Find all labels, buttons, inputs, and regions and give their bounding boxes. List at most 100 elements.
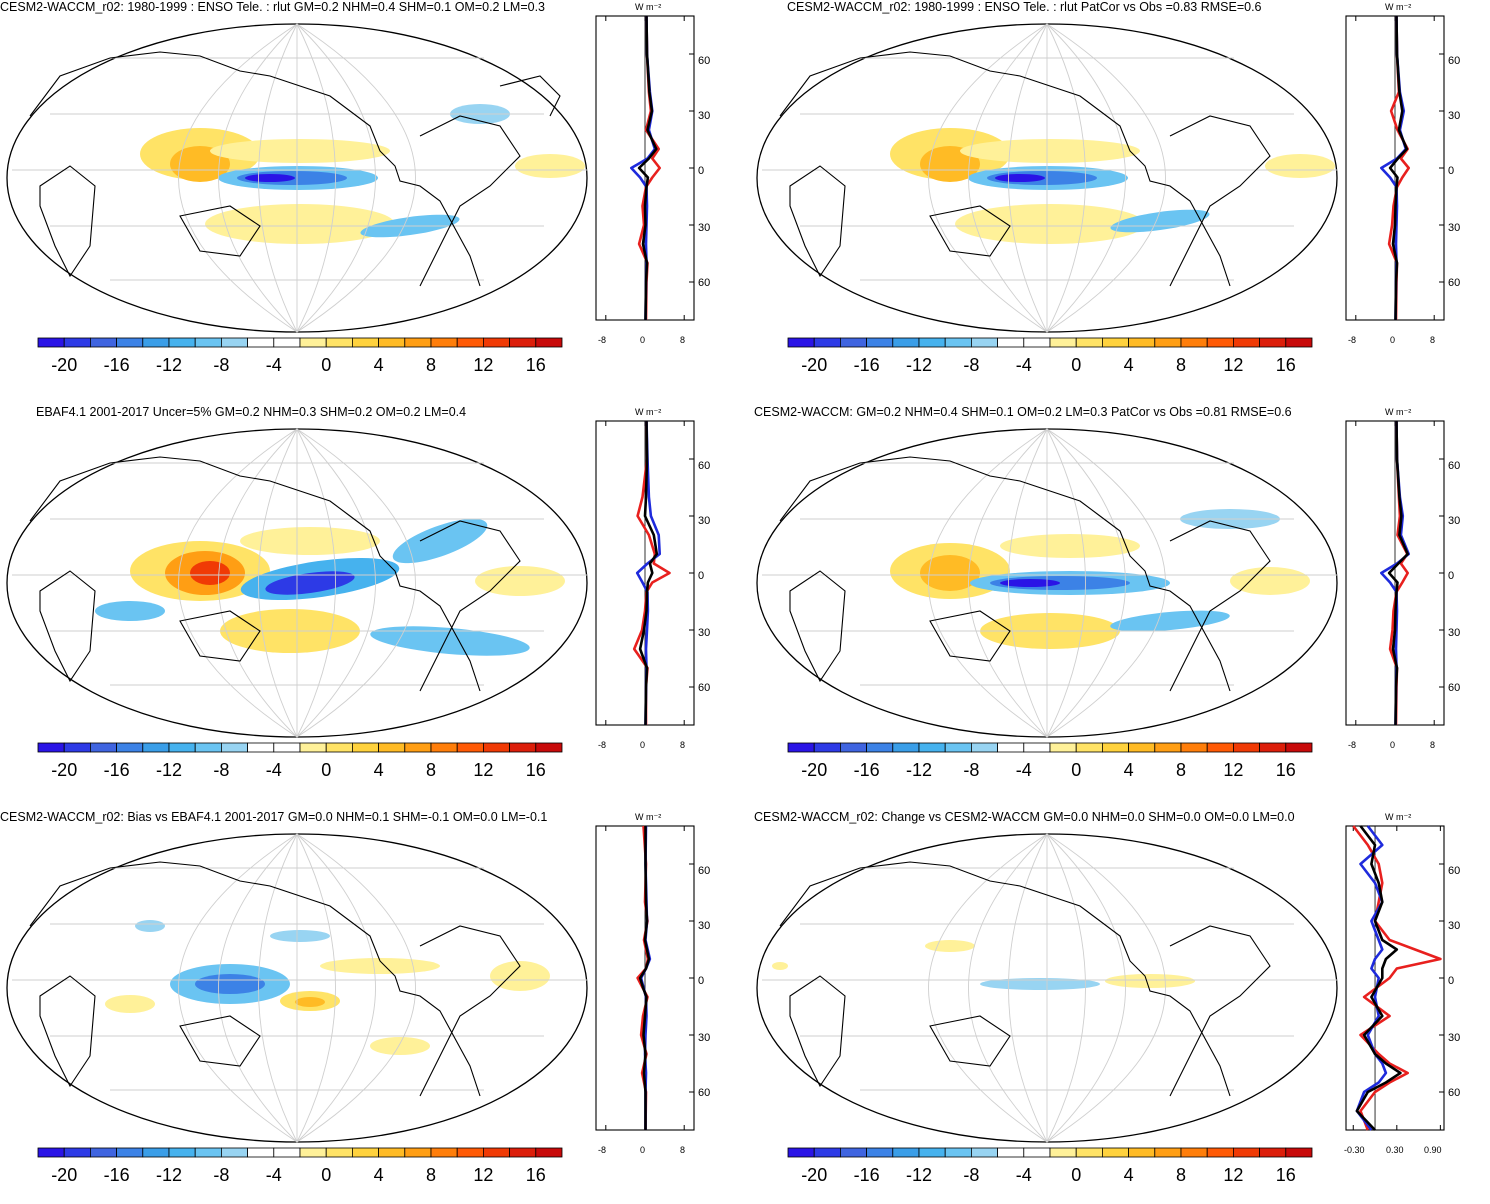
colorbar-label: -16 <box>104 760 130 780</box>
colorbar-swatch <box>892 742 920 753</box>
svg-text:60N: 60N <box>698 55 710 67</box>
colorbar-label: 0 <box>321 355 331 375</box>
x-tick-labels: -0.30 0.30 0.90 <box>1344 1145 1442 1155</box>
colorbar-label: -12 <box>906 760 932 780</box>
colorbar-label: -16 <box>104 1165 130 1185</box>
svg-text:8: 8 <box>1430 740 1435 750</box>
coastlines <box>29 51 561 287</box>
panel-title: CESM2-WACCM_r02: 1980-1999 : ENSO Tele. … <box>0 0 546 14</box>
svg-text:60N: 60N <box>698 865 710 877</box>
colorbar-swatch <box>1206 742 1234 753</box>
colorbar-swatch <box>1128 1147 1156 1158</box>
colorbar-label: 12 <box>473 1165 493 1185</box>
colorbar-swatch <box>944 337 972 348</box>
colorbar-swatch <box>866 337 894 348</box>
colorbar-swatch <box>813 337 841 348</box>
coastlines <box>779 456 1271 692</box>
colorbar: -20-16-12-8-4048121620 <box>787 1147 1313 1185</box>
colorbar-swatch <box>1154 1147 1182 1158</box>
colorbar-swatch <box>90 337 118 348</box>
x-tick-labels: -8 0 8 <box>598 1145 685 1155</box>
svg-text:60S: 60S <box>1448 682 1460 694</box>
colorbar-label: -4 <box>266 1165 282 1185</box>
svg-text:30N: 30N <box>1448 920 1460 932</box>
svg-text:30N: 30N <box>698 920 710 932</box>
zonal-unit: W m⁻² <box>1385 812 1411 822</box>
svg-text:0.30: 0.30 <box>1386 1145 1404 1155</box>
colorbar-label: -4 <box>266 355 282 375</box>
colorbar-swatch <box>1232 742 1260 753</box>
colorbar-swatch <box>866 1147 894 1158</box>
svg-text:60S: 60S <box>698 682 710 694</box>
colorbar-swatch <box>1232 1147 1260 1158</box>
anomaly-fields <box>105 920 550 1055</box>
colorbar-label: 0 <box>1071 760 1081 780</box>
colorbar-swatch <box>168 337 196 348</box>
colorbar-swatch <box>142 1147 170 1158</box>
colorbar-swatch <box>1259 1147 1287 1158</box>
colorbar-swatch <box>220 1147 248 1158</box>
panel-1: CESM2-WACCM_r02: 1980-1999 : ENSO Tele. … <box>0 0 745 394</box>
colorbar-label: 16 <box>526 355 546 375</box>
zonal-mean-plot: W m⁻² 60N 30N 0 30S 60S -8 0 8 <box>1345 2 1460 345</box>
anomaly-fields <box>772 940 1195 990</box>
colorbar-swatch <box>247 337 275 348</box>
anomaly-fields <box>890 128 1335 244</box>
colorbar-swatch <box>1154 337 1182 348</box>
svg-text:0: 0 <box>1448 165 1454 177</box>
colorbar-swatch <box>1206 1147 1234 1158</box>
colorbar-swatch <box>892 1147 920 1158</box>
panel-title: CESM2-WACCM_r02: Bias vs EBAF4.1 2001-20… <box>0 810 548 824</box>
colorbar-swatch <box>1154 742 1182 753</box>
colorbar-swatch <box>1180 337 1208 348</box>
colorbar-label: -12 <box>156 355 182 375</box>
colorbar-label: -20 <box>801 760 827 780</box>
svg-text:30N: 30N <box>698 515 710 527</box>
colorbar-swatch <box>351 742 379 753</box>
colorbar-label: 8 <box>426 1165 436 1185</box>
colorbar-swatch <box>535 742 563 753</box>
svg-text:60S: 60S <box>1448 1087 1460 1099</box>
series-line-blue <box>629 15 657 321</box>
map <box>6 23 588 333</box>
colorbar-label: 0 <box>321 1165 331 1185</box>
colorbar-swatch <box>168 742 196 753</box>
colorbar-swatch <box>90 1147 118 1158</box>
svg-text:0: 0 <box>698 570 704 582</box>
colorbar-label: -8 <box>213 355 229 375</box>
colorbar-swatches <box>787 742 1313 753</box>
zonal-plot-series <box>1355 15 1444 321</box>
colorbar-swatch <box>1101 742 1129 753</box>
zonal-plot-series <box>605 15 694 321</box>
colorbar-label: 0 <box>1071 355 1081 375</box>
colorbar-swatch <box>813 1147 841 1158</box>
lat-labels: 60N 30N 0 30S 60S <box>1448 460 1460 694</box>
colorbar-swatch <box>840 337 868 348</box>
colorbar-label: -20 <box>51 760 77 780</box>
svg-text:0: 0 <box>698 165 704 177</box>
colorbar-swatch <box>456 337 484 348</box>
colorbar-swatch <box>325 337 353 348</box>
colorbar-label: 8 <box>426 355 436 375</box>
colorbar-swatch <box>1023 337 1051 348</box>
colorbar-swatch <box>509 742 537 753</box>
svg-text:30N: 30N <box>1448 515 1460 527</box>
colorbar-label: 4 <box>374 355 384 375</box>
colorbar-swatch <box>63 1147 91 1158</box>
svg-text:30N: 30N <box>1448 110 1460 122</box>
colorbar: -20-16-12-8-4048121620 <box>787 742 1313 780</box>
colorbar-label: 8 <box>1176 760 1186 780</box>
colorbar-swatch <box>378 337 406 348</box>
colorbar-swatch <box>37 337 65 348</box>
colorbar-swatch <box>351 337 379 348</box>
colorbar-swatch <box>944 1147 972 1158</box>
colorbar-swatch <box>404 337 432 348</box>
colorbar-swatches <box>37 742 563 753</box>
svg-text:60N: 60N <box>698 460 710 472</box>
colorbar-label: 8 <box>1176 1165 1186 1185</box>
zonal-unit: W m⁻² <box>635 812 661 822</box>
colorbar-label: 12 <box>473 355 493 375</box>
colorbar-label: -4 <box>266 760 282 780</box>
colorbar-swatch <box>1285 1147 1313 1158</box>
colorbar-swatch <box>535 1147 563 1158</box>
